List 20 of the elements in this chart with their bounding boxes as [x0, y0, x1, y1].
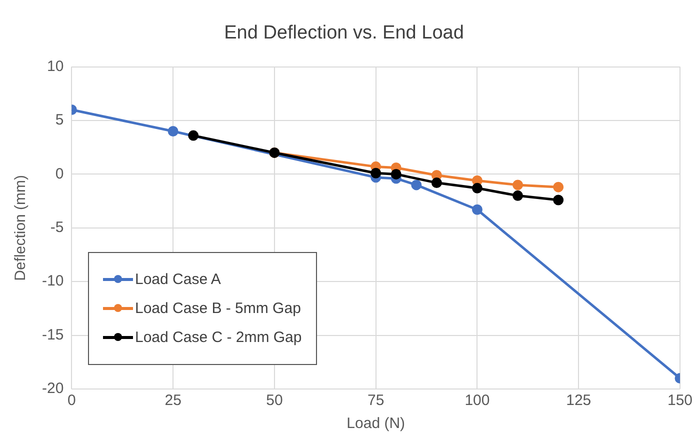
legend-label: Load Case B - 5mm Gap: [135, 300, 301, 317]
y-tick-label: 5: [55, 112, 64, 129]
x-tick-label: 50: [266, 392, 283, 410]
legend-label: Load Case C - 2mm Gap: [135, 329, 302, 346]
y-tick-label: -10: [42, 272, 64, 290]
x-tick-label: 150: [667, 392, 693, 410]
x-tick-label: 125: [566, 392, 592, 410]
y-axis-title: Deflection (mm): [12, 174, 30, 281]
y-tick-label: -15: [42, 326, 64, 344]
y-tick-label: 0: [55, 165, 64, 182]
x-tick-label: 100: [464, 392, 490, 410]
x-axis-title: Load (N): [346, 415, 406, 432]
y-tick-label: -5: [50, 219, 64, 236]
y-tick-label: -20: [42, 380, 64, 398]
x-tick-label: 75: [367, 392, 384, 410]
x-tick-label: 0: [68, 392, 76, 410]
legend-label: Load Case A: [135, 271, 221, 288]
y-tick-label: 10: [46, 58, 64, 75]
x-tick-label: 25: [164, 392, 182, 410]
chart-title: End Deflection vs. End Load: [224, 22, 464, 44]
